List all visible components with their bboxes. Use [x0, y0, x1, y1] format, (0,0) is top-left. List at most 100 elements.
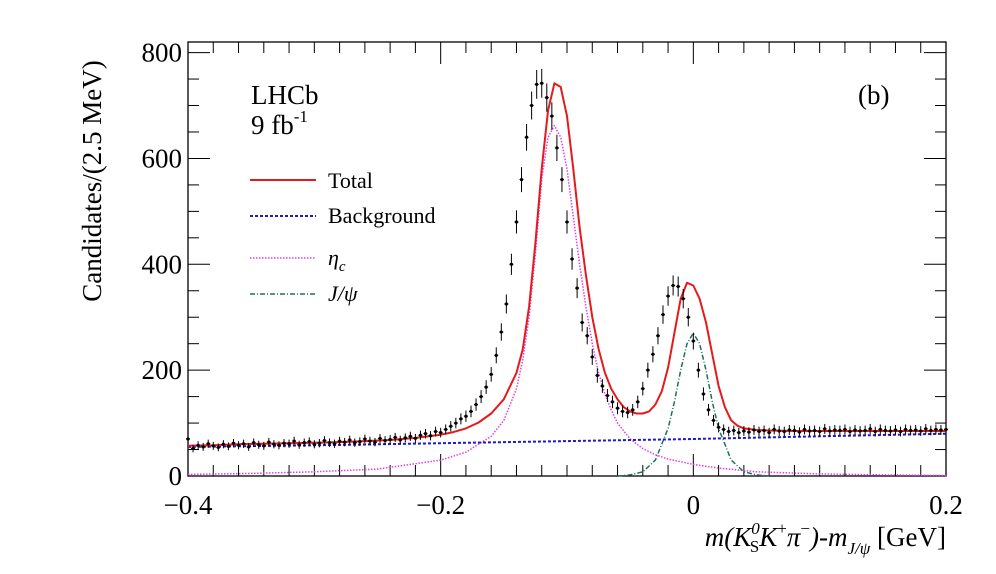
data-point: [923, 423, 928, 434]
data-point-marker: [474, 402, 478, 407]
data-point: [453, 417, 458, 429]
jpsi-line: [617, 332, 770, 477]
data-point: [489, 367, 494, 382]
data-point-marker: [610, 400, 615, 404]
data-point-marker: [540, 81, 544, 85]
data-point: [706, 403, 711, 416]
data-point-marker: [595, 373, 599, 378]
data-point-marker: [231, 441, 236, 445]
data-point-marker: [241, 442, 246, 446]
data-point: [580, 313, 585, 332]
data-point-marker: [191, 446, 195, 451]
data-point-marker: [373, 440, 377, 444]
data-point-marker: [605, 393, 610, 398]
data-point-marker: [302, 441, 306, 445]
data-point: [504, 294, 509, 314]
data-point-marker: [676, 284, 680, 289]
data-point-marker: [247, 445, 251, 449]
data-point: [701, 387, 706, 401]
data-point: [271, 440, 276, 449]
data-point-marker: [873, 429, 877, 434]
data-point: [726, 426, 731, 437]
total-fit-line: [187, 82, 946, 447]
data-point: [448, 421, 453, 432]
data-point: [944, 424, 948, 435]
data-point-marker: [201, 445, 205, 449]
data-point: [236, 441, 241, 450]
data-point-marker: [221, 442, 225, 446]
data-point-marker: [479, 395, 483, 399]
data-point-marker: [590, 355, 594, 359]
data-point: [524, 123, 529, 151]
data-point-marker: [297, 443, 301, 447]
data-point-marker: [469, 409, 473, 414]
data-point: [463, 410, 468, 422]
data-point: [625, 406, 630, 419]
etac-line: [187, 124, 947, 477]
data-point-marker: [843, 427, 847, 432]
data-point: [241, 439, 246, 448]
data-point-marker: [530, 103, 534, 108]
data-point-marker: [312, 442, 316, 446]
data-point: [807, 426, 812, 436]
data-point-marker: [631, 408, 635, 412]
data-point-marker: [914, 428, 918, 432]
data-point: [837, 425, 842, 436]
data-point-marker: [888, 429, 893, 433]
data-point-marker: [939, 428, 943, 432]
data-point-marker: [681, 297, 685, 301]
data-point-marker: [903, 427, 908, 432]
data-point-marker: [383, 438, 387, 443]
data-point: [913, 425, 918, 435]
data-point-marker: [408, 434, 412, 438]
data-point: [792, 425, 797, 436]
data-point: [888, 426, 893, 436]
data-point: [615, 402, 620, 415]
data-point-marker: [257, 443, 261, 447]
data-point-marker: [393, 435, 397, 439]
data-point: [600, 379, 605, 393]
experiment-label: LHCb: [251, 80, 319, 110]
data-point: [782, 426, 787, 437]
data-point: [428, 431, 433, 441]
data-point: [832, 425, 837, 435]
data-point: [302, 438, 307, 447]
data-point: [711, 415, 716, 426]
data-point: [479, 390, 484, 404]
data-point-marker: [858, 429, 862, 433]
data-point: [883, 425, 888, 436]
data-point-marker: [388, 437, 392, 442]
data-point: [772, 424, 777, 435]
data-point-marker: [267, 440, 271, 444]
data-point: [216, 443, 221, 452]
data-point: [398, 435, 403, 445]
data-point: [201, 442, 206, 451]
data-point: [650, 346, 655, 363]
data-point: [585, 327, 590, 345]
data-point: [863, 425, 868, 436]
data-point: [251, 438, 256, 447]
data-point: [312, 440, 317, 449]
data-point: [388, 435, 393, 444]
data-point-marker: [671, 283, 675, 288]
data-point: [878, 424, 883, 435]
data-point: [226, 442, 231, 451]
data-point-marker: [464, 414, 468, 418]
data-point-marker: [327, 441, 332, 445]
data-point-marker: [711, 418, 716, 423]
data-point-marker: [686, 315, 690, 319]
data-point-marker: [398, 438, 402, 442]
data-point-marker: [575, 286, 579, 290]
luminosity-label: 9 fb-1: [251, 107, 308, 140]
data-point-marker: [600, 384, 604, 388]
data-point: [383, 436, 388, 445]
data-point-marker: [499, 330, 503, 334]
data-point: [433, 426, 438, 437]
data-point: [474, 398, 479, 411]
data-point: [721, 424, 726, 435]
data-point: [681, 289, 686, 309]
data-point-marker: [418, 433, 423, 437]
data-point: [797, 427, 802, 437]
data-points: [186, 68, 948, 453]
data-point: [282, 439, 287, 448]
